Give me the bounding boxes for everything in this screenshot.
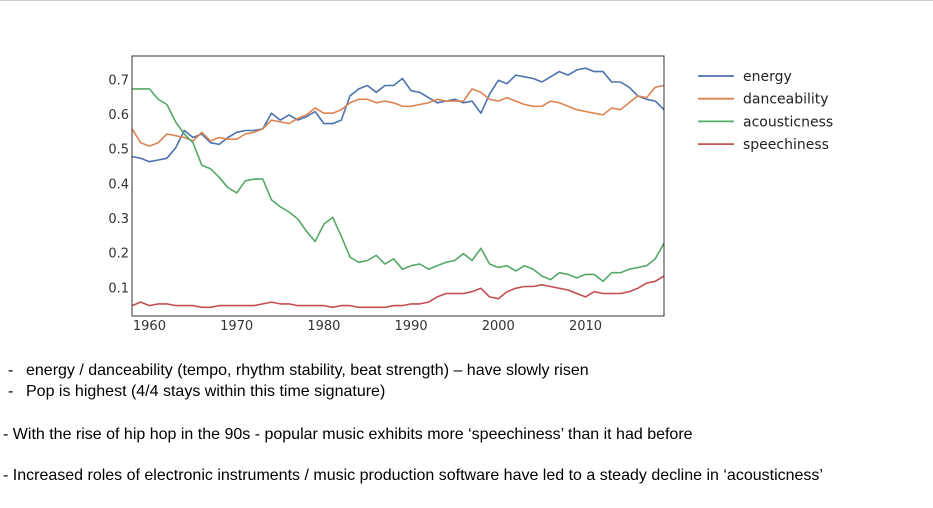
y-axis: 0.1 0.2 0.3 0.4 0.5 0.6 0.7 (108, 73, 129, 296)
bullet-dash: - (8, 383, 14, 400)
legend-label-danceability: danceability (743, 92, 829, 108)
y-tick-label: 0.2 (108, 247, 129, 262)
note-acousticness: - Increased roles of electronic instrume… (3, 465, 823, 486)
x-tick-label: 1970 (220, 319, 253, 334)
note-text: energy / danceability (tempo, rhythm sta… (26, 362, 589, 379)
y-tick-label: 0.3 (108, 212, 129, 227)
x-tick-label: 1980 (307, 319, 340, 334)
note-pop-highest: - Pop is highest (4/4 stays within this t… (8, 381, 385, 402)
chart-lines (131, 67, 665, 309)
y-tick-label: 0.7 (108, 73, 129, 88)
legend-label-energy: energy (743, 69, 792, 85)
x-tick-label: 2010 (569, 319, 602, 334)
x-tick-label: 1960 (133, 319, 166, 334)
note-text: With the rise of hip hop in the 90s - po… (12, 426, 693, 443)
bullet-dash: - (3, 467, 9, 484)
x-tick-label: 1990 (395, 319, 428, 334)
note-energy-danceability: - energy / danceability (tempo, rhythm st… (8, 360, 589, 381)
series-line-acousticness (132, 88, 665, 283)
note-speechiness: - With the rise of hip hop in the 90s - … (3, 424, 693, 445)
series-line-speechiness (131, 275, 665, 309)
y-tick-label: 0.4 (108, 177, 129, 192)
y-tick-label: 0.6 (108, 108, 129, 123)
series-line-energy (131, 67, 665, 163)
x-tick-label: 2000 (482, 319, 515, 334)
legend: energy danceability acousticness speechines… (698, 69, 833, 153)
plot-frame (131, 55, 665, 317)
legend-label-speechiness: speechiness (743, 137, 829, 153)
bullet-dash: - (8, 362, 14, 379)
bullet-dash: - (3, 426, 9, 443)
series-line-danceability (131, 84, 665, 147)
note-text: Increased roles of electronic instrument… (12, 467, 823, 484)
line-chart: 0.1 0.2 0.3 0.4 0.5 0.6 0.7 1960 1970 1980 1990 20… (108, 55, 833, 334)
y-tick-label: 0.1 (108, 281, 129, 296)
x-axis: 1960 1970 1980 1990 2000 2010 (133, 319, 602, 334)
legend-label-acousticness: acousticness (743, 114, 833, 130)
note-text: Pop is highest (4/4 stays within this ti… (26, 383, 386, 400)
y-tick-label: 0.5 (108, 143, 129, 158)
